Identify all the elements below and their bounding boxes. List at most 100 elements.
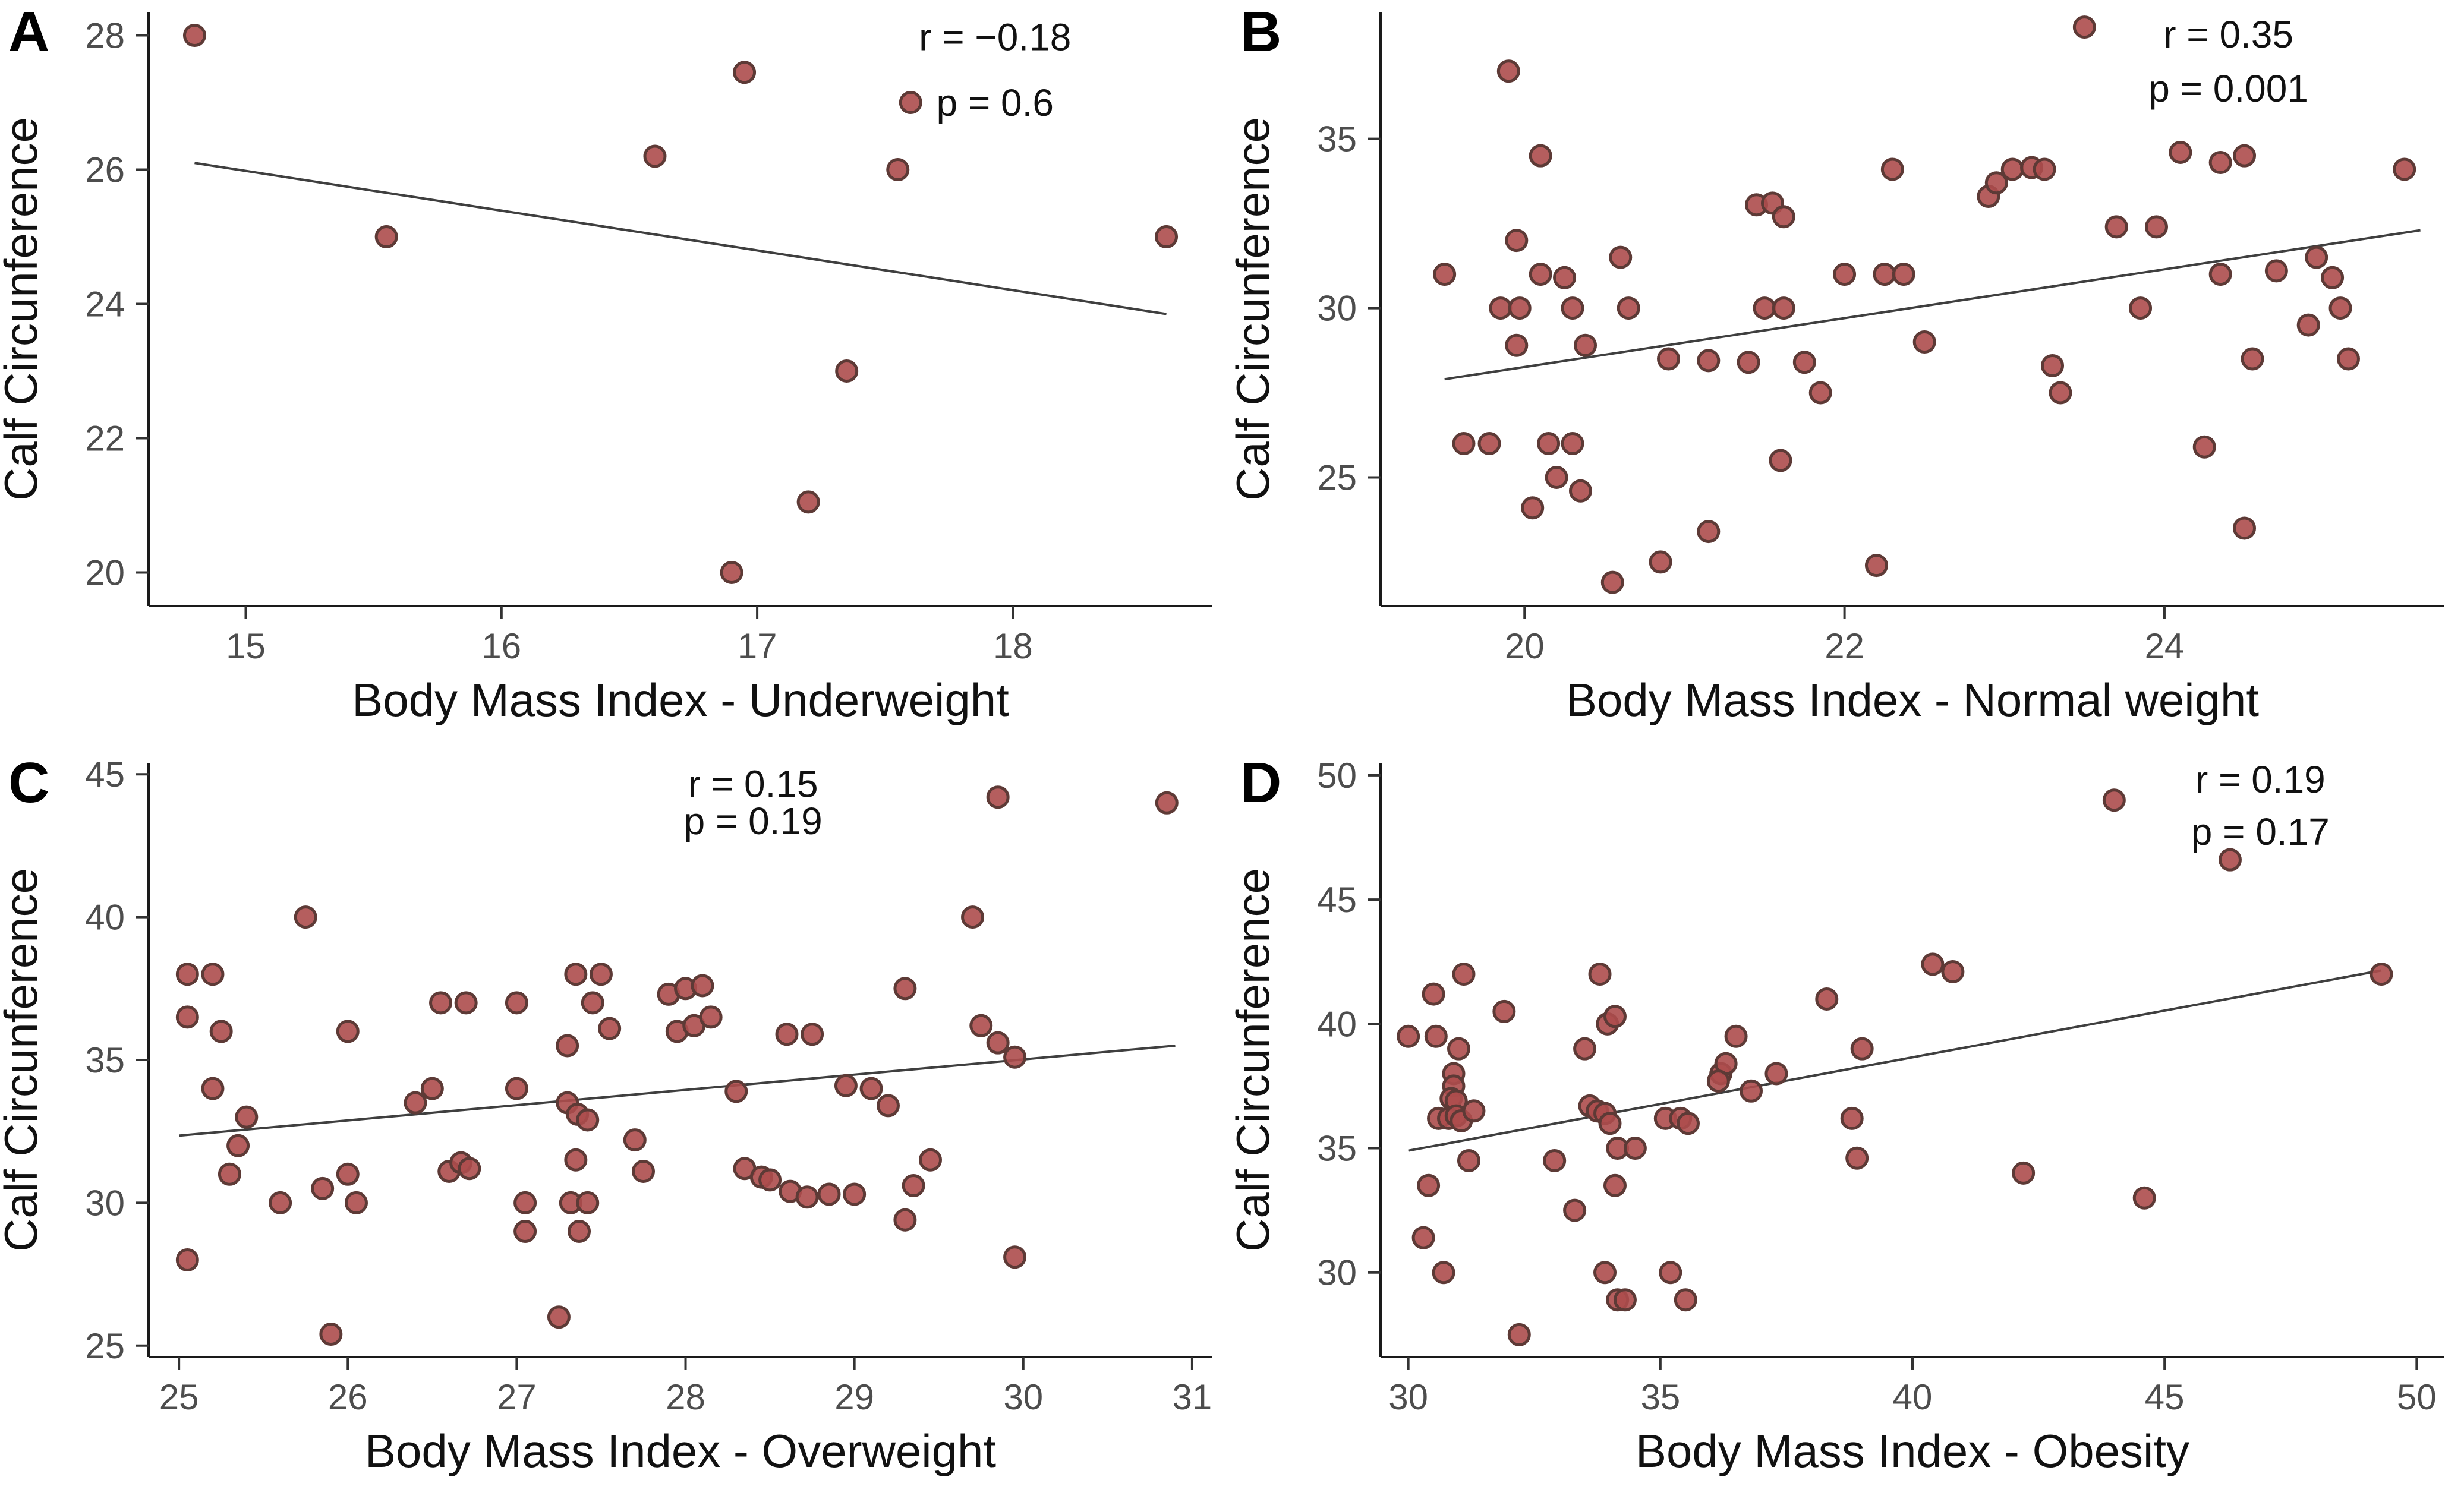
data-point — [1529, 144, 1552, 168]
data-point — [1155, 791, 1179, 815]
data-point — [1561, 431, 1584, 455]
data-point — [1892, 263, 1915, 286]
data-point — [1543, 1148, 1567, 1172]
y-tick-label: 25 — [85, 1326, 125, 1366]
data-point — [699, 1005, 723, 1029]
data-point — [1697, 520, 1721, 544]
data-point — [1568, 479, 1592, 503]
data-point — [758, 1168, 782, 1192]
correlation-annotation: r = 0.19 — [2195, 758, 2326, 801]
data-point — [218, 1162, 241, 1186]
data-point — [505, 1077, 528, 1100]
data-point — [1676, 1112, 1700, 1135]
data-point — [209, 1020, 233, 1043]
data-point — [201, 1077, 225, 1100]
data-point — [429, 991, 453, 1015]
data-point — [1706, 1069, 1730, 1093]
data-point — [796, 490, 820, 514]
data-point — [2129, 296, 2153, 320]
data-point — [404, 1091, 427, 1115]
data-point — [2192, 435, 2216, 459]
data-point — [724, 1080, 748, 1103]
data-point — [1155, 225, 1179, 249]
data-point — [2144, 215, 2168, 239]
data-point — [835, 359, 859, 383]
data-point — [1845, 1146, 1869, 1170]
data-point — [1452, 963, 1476, 986]
y-tick-label: 45 — [1317, 880, 1357, 920]
data-point — [1623, 1137, 1647, 1160]
data-point — [986, 785, 1010, 809]
data-point — [1984, 171, 2008, 195]
panel-obesity: D 30 35 40 45 50 30 35 40 45 50 Body Mass Index - … — [1232, 751, 2464, 1502]
data-point — [2328, 296, 2352, 320]
data-point — [1659, 1261, 1682, 1285]
y-axis-title: Calf Circunference — [0, 117, 47, 501]
data-point — [1603, 1005, 1627, 1028]
data-point — [564, 963, 588, 986]
data-point — [1769, 449, 1792, 472]
y-tick-label: 22 — [85, 419, 125, 459]
data-point — [623, 1128, 647, 1152]
data-point — [344, 1191, 368, 1214]
x-tick-label: 22 — [1825, 626, 1864, 666]
data-point — [1496, 59, 1520, 83]
data-point — [1617, 296, 1640, 320]
data-point — [1737, 351, 1760, 374]
data-point — [1603, 1173, 1627, 1197]
scatter-plot-svg: 30 35 40 45 50 30 35 40 45 50 Body Mass Index - Ob… — [1232, 756, 2444, 1477]
correlation-annotation: r = 0.35 — [2163, 13, 2293, 56]
data-point — [1447, 1037, 1470, 1061]
data-point — [1772, 296, 1795, 320]
data-point — [1561, 296, 1584, 320]
data-point — [1537, 431, 1561, 455]
data-point — [1724, 1024, 1748, 1048]
x-tick-label: 31 — [1173, 1377, 1212, 1417]
x-tick-label: 29 — [834, 1377, 874, 1417]
x-tick-label: 15 — [226, 626, 266, 666]
data-point — [876, 1094, 900, 1118]
data-point — [961, 905, 985, 929]
data-point — [1574, 333, 1597, 357]
data-point — [2102, 788, 2126, 812]
data-point — [1521, 496, 1545, 520]
data-point — [986, 1031, 1010, 1055]
data-point — [775, 1023, 799, 1046]
data-point — [1397, 1024, 1420, 1048]
data-point — [801, 1023, 824, 1046]
pvalue-annotation: p = 0.6 — [937, 81, 1054, 124]
data-point — [2305, 245, 2328, 269]
pvalue-annotation: p = 0.001 — [2148, 67, 2308, 110]
data-point — [2233, 144, 2257, 168]
data-point — [175, 1005, 199, 1029]
data-point — [1912, 330, 1936, 354]
y-tick-label: 45 — [85, 755, 125, 794]
data-point — [1508, 296, 1532, 320]
y-tick-label: 24 — [85, 285, 125, 324]
data-point — [2241, 347, 2264, 371]
data-point — [1573, 1037, 1597, 1061]
data-point — [1545, 465, 1568, 489]
x-tick-label: 30 — [1003, 1377, 1043, 1417]
x-tick-label: 25 — [159, 1377, 199, 1417]
correlation-annotation: r = 0.15 — [688, 763, 818, 806]
data-point — [2012, 1161, 2036, 1185]
y-axis-title: Calf Circunference — [0, 868, 47, 1252]
data-point — [1772, 205, 1795, 229]
data-point — [1489, 296, 1513, 320]
x-tick-label: 20 — [1505, 626, 1545, 666]
data-point — [576, 1191, 600, 1214]
data-point — [1873, 263, 1896, 286]
correlation-annotation: r = −0.18 — [919, 15, 1071, 58]
data-point — [1609, 245, 1633, 269]
data-point — [1553, 266, 1577, 289]
data-point — [175, 1248, 199, 1272]
data-point — [2208, 263, 2232, 286]
panel-label-c: C — [8, 751, 50, 815]
data-point — [1003, 1045, 1027, 1069]
data-point — [576, 1108, 600, 1132]
data-point — [311, 1176, 335, 1200]
data-point — [1880, 157, 1904, 181]
y-tick-label: 35 — [85, 1040, 125, 1080]
